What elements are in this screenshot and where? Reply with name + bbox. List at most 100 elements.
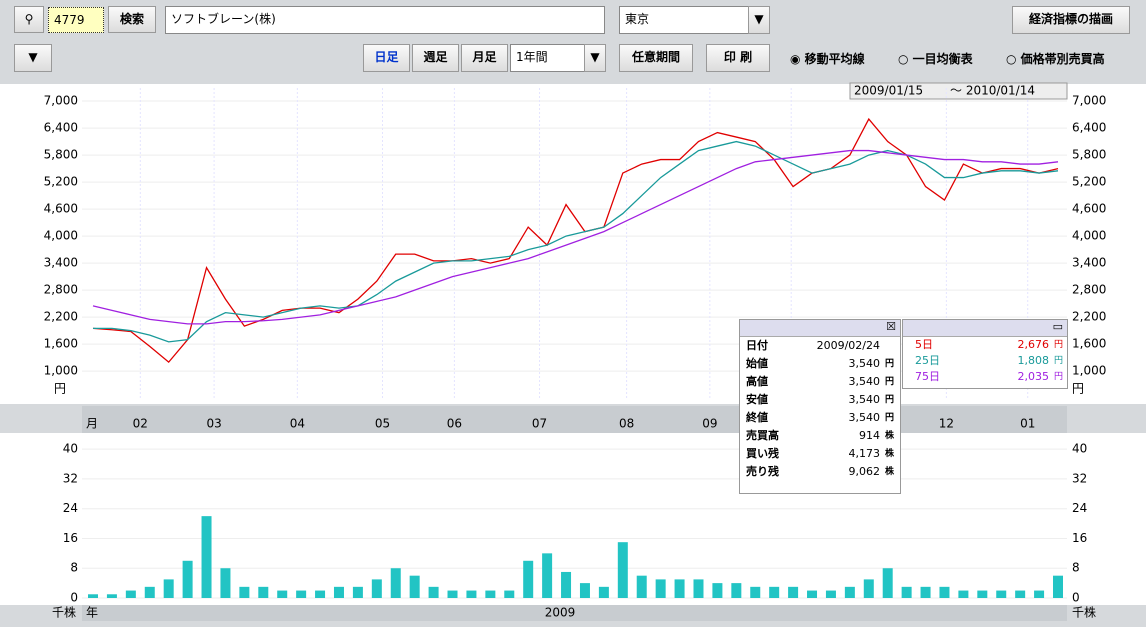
- year-label: 2009: [545, 606, 576, 620]
- info-value: 2009/02/24: [816, 339, 880, 352]
- info-unit: 株: [884, 449, 894, 459]
- price-unit: 円: [54, 382, 66, 396]
- volume-bar: [220, 568, 231, 598]
- tab-weekly[interactable]: 週足: [412, 44, 459, 72]
- y2-tick-label: 5,800: [1072, 148, 1106, 162]
- option-label: 一目均衡表: [912, 52, 973, 66]
- option-volume-profile[interactable]: ○ 価格帯別売買高: [1006, 52, 1105, 66]
- volume-bar: [390, 568, 401, 598]
- year-unit: 年: [86, 606, 98, 620]
- y-tick-label: 2,200: [44, 310, 78, 324]
- info-unit: 円: [884, 359, 894, 369]
- volume-bar: [201, 516, 212, 598]
- volume-bar: [617, 542, 628, 598]
- info-unit: 円: [884, 395, 894, 405]
- volume-bar: [977, 590, 988, 598]
- y-tick-label: 40: [63, 442, 78, 456]
- y2-tick-label: 24: [1072, 501, 1087, 515]
- legend-row: 25日 1,808 円: [903, 353, 1067, 369]
- dropdown-arrow[interactable]: ▼: [748, 6, 770, 34]
- volume-bar: [1053, 575, 1063, 598]
- volume-bar: [296, 590, 307, 598]
- volume-bar: [88, 594, 98, 598]
- legend-unit: 円: [1053, 340, 1063, 350]
- info-row: 日付 2009/02/24: [740, 337, 900, 355]
- x-tick-label: 06: [447, 417, 462, 431]
- volume-bar: [182, 560, 193, 598]
- volume-bar: [579, 583, 590, 598]
- y-tick-label: 8: [70, 561, 78, 575]
- indicator-button[interactable]: 経済指標の描画: [1012, 6, 1130, 34]
- volume-bar: [447, 590, 458, 598]
- x-tick-label: 05: [375, 417, 390, 431]
- y2-tick-label: 4,600: [1072, 202, 1106, 216]
- search-button[interactable]: 検索: [108, 6, 156, 33]
- y2-tick-label: 1,000: [1072, 364, 1106, 378]
- x-tick-label: 03: [206, 417, 221, 431]
- volume-bar: [636, 575, 647, 598]
- tab-monthly[interactable]: 月足: [461, 44, 508, 72]
- y-tick-label: 0: [70, 591, 78, 605]
- volume-bar: [258, 586, 269, 598]
- info-panel: ☒ 日付 2009/02/24 始値 3,540 円高値 3,540 円安値 3,540 円終値 3…: [739, 319, 901, 494]
- volume-bar: [598, 586, 609, 598]
- y-tick-label: 3,400: [44, 256, 78, 270]
- x-tick-label: 02: [133, 417, 148, 431]
- date-to: ～ 2010/01/14: [950, 84, 1035, 98]
- x-tick-label: 12: [939, 417, 954, 431]
- y-tick-label: 1,600: [44, 337, 78, 351]
- y-tick-label: 5,200: [44, 175, 78, 189]
- info-row: 終値 3,540 円: [740, 409, 900, 427]
- y-tick-label: 6,400: [44, 121, 78, 135]
- y2-tick-label: 40: [1072, 442, 1087, 456]
- y-tick-label: 32: [63, 471, 78, 485]
- y2-tick-label: 2,800: [1072, 283, 1106, 297]
- y2-tick-label: 3,400: [1072, 256, 1106, 270]
- x-tick-label: 08: [619, 417, 634, 431]
- legend-header: ▭: [903, 320, 1067, 337]
- month-bar: [82, 406, 1067, 433]
- x-tick-label: 01: [1020, 417, 1035, 431]
- y2-tick-label: 4,000: [1072, 229, 1106, 243]
- code-input[interactable]: 4779: [48, 7, 104, 33]
- info-row: 高値 3,540 円: [740, 373, 900, 391]
- x-tick-label: 09: [702, 417, 717, 431]
- volume-bar: [561, 571, 572, 598]
- info-row: 買い残 4,173 株: [740, 445, 900, 463]
- volume-bar: [807, 590, 818, 598]
- volume-bar: [1034, 590, 1045, 598]
- company-name: ソフトブレーン(株): [165, 6, 605, 34]
- y-tick-label: 2,800: [44, 283, 78, 297]
- info-value: 9,062: [848, 465, 881, 478]
- volume-bar: [712, 583, 723, 598]
- y-tick-label: 1,000: [44, 364, 78, 378]
- x-tick-label: 07: [532, 417, 547, 431]
- info-value: 3,540: [848, 393, 881, 406]
- month-unit: 月: [86, 417, 98, 431]
- custom-period-button[interactable]: 任意期間: [619, 44, 693, 72]
- info-value: 3,540: [848, 357, 881, 370]
- menu-button[interactable]: ▼: [14, 44, 52, 72]
- info-unit: 株: [884, 467, 894, 477]
- volume-bar: [958, 590, 969, 598]
- volume-bar: [466, 590, 477, 598]
- option-ichimoku[interactable]: ○ 一目均衡表: [898, 52, 973, 66]
- y2-tick-label: 7,000: [1072, 94, 1106, 108]
- volume-bar: [996, 590, 1007, 598]
- price-unit: 円: [1072, 382, 1084, 396]
- year-bar: [82, 605, 1067, 621]
- tab-daily[interactable]: 日足: [363, 44, 410, 72]
- search-icon[interactable]: ⚲: [14, 6, 44, 33]
- legend-name: 25日: [915, 354, 940, 367]
- market-select[interactable]: 東京: [619, 6, 749, 34]
- volume-bar: [1015, 590, 1026, 598]
- y2-tick-label: 5,200: [1072, 175, 1106, 189]
- option-ma[interactable]: ◉ 移動平均線: [790, 52, 865, 66]
- ma-line: [93, 140, 1059, 343]
- info-unit: 株: [884, 431, 894, 441]
- print-button[interactable]: 印 刷: [706, 44, 770, 72]
- info-header: ☒: [740, 320, 900, 337]
- dropdown-arrow[interactable]: ▼: [584, 44, 606, 72]
- ma-line: [92, 117, 1059, 364]
